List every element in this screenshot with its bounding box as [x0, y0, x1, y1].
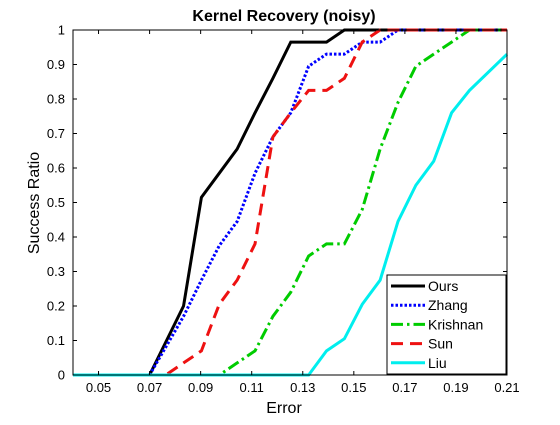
- x-tick-label: 0.05: [86, 380, 111, 395]
- legend-label-ours: Ours: [428, 278, 458, 294]
- x-tick-label: 0.15: [341, 380, 366, 395]
- series-line-sun: [73, 28, 507, 377]
- series-line-zhang: [73, 28, 507, 377]
- x-tick-label: 0.11: [240, 380, 264, 395]
- y-tick-label: 0.3: [47, 264, 65, 279]
- x-tick-label: 0.07: [137, 380, 162, 395]
- y-tick-label: 0.5: [47, 195, 65, 210]
- x-tick-label: 0.13: [290, 380, 315, 395]
- y-tick-label: 0.7: [47, 126, 65, 141]
- x-tick-label: 0.09: [188, 380, 213, 395]
- legend-label-krishnan: Krishnan: [428, 316, 483, 332]
- y-tick-label: 0.8: [47, 92, 65, 107]
- y-tick-label: 0.1: [47, 333, 65, 348]
- legend-label-liu: Liu: [428, 355, 447, 371]
- series-line-krishnan: [73, 28, 507, 377]
- series-line-liu: [73, 53, 509, 377]
- x-tick-label: 0.17: [392, 380, 417, 395]
- x-tick-label: 0.19: [443, 380, 468, 395]
- legend-box: [386, 274, 507, 375]
- y-tick-label: 0.9: [47, 57, 65, 72]
- y-axis-label: Success Ratio: [26, 152, 43, 254]
- series-layer: [73, 28, 509, 377]
- y-tick-label: 0.6: [47, 161, 65, 176]
- x-tick-label: 0.21: [494, 380, 519, 395]
- y-tick-label: 0.4: [47, 230, 65, 245]
- series-line-ours: [73, 28, 507, 377]
- y-tick-label: 1: [58, 23, 65, 38]
- legend: Ours Zhang Krishnan Sun Liu: [386, 274, 507, 375]
- x-axis-label: Error: [266, 400, 302, 417]
- chart-title: Kernel Recovery (noisy): [192, 8, 375, 25]
- y-tick-label: 0: [58, 368, 65, 383]
- axis-layer: 0.05 0.07 0.09 0.11 0.13 0.15 0.17 0.19 0.2100.1…: [47, 23, 520, 396]
- legend-label-zhang: Zhang: [428, 297, 468, 313]
- y-tick-label: 0.2: [47, 299, 65, 314]
- legend-label-sun: Sun: [428, 336, 453, 352]
